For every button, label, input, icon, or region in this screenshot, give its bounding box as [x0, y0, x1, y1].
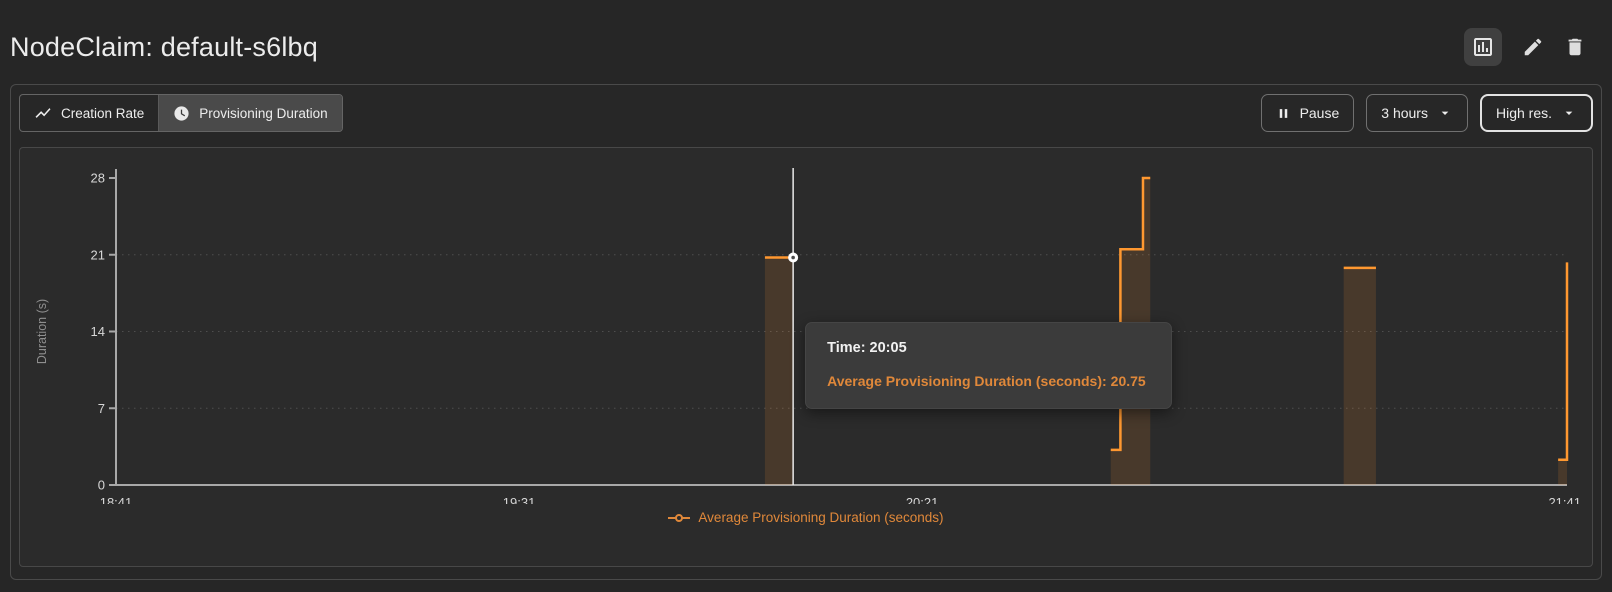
time-range-dropdown[interactable]: 3 hours — [1366, 94, 1468, 132]
tooltip-series-row: Average Provisioning Duration (seconds):… — [827, 373, 1150, 389]
pause-button[interactable]: Pause — [1260, 94, 1355, 132]
series-area — [1558, 262, 1567, 485]
chart-card: Creation Rate Provisioning Duration Paus… — [10, 84, 1602, 580]
chart-container: 0 7 14 21 28 18:41 19:31 20:21 21:41 Duration (s)… — [19, 147, 1593, 567]
y-tick-label: 7 — [98, 401, 105, 416]
chevron-down-icon — [1561, 105, 1577, 121]
tooltip-time-value: 20:05 — [869, 340, 907, 356]
y-tick-label: 21 — [91, 247, 105, 262]
clock-icon — [173, 105, 190, 122]
x-tick-label: 18:41 — [100, 495, 133, 504]
tooltip-series-value: 20.75 — [1110, 373, 1146, 389]
series-line — [1558, 262, 1569, 462]
trending-up-icon — [34, 104, 52, 122]
delete-button[interactable] — [1564, 36, 1586, 58]
chart-view-button[interactable] — [1464, 28, 1502, 66]
line-marker-icon — [668, 513, 691, 523]
resolution-dropdown[interactable]: High res. — [1479, 94, 1593, 132]
y-axis-label: Duration (s) — [35, 299, 49, 364]
tab-label: Creation Rate — [61, 105, 145, 121]
toolbar-controls: Pause 3 hours High res. — [1260, 94, 1593, 132]
tab-creation-rate[interactable]: Creation Rate — [20, 95, 158, 131]
tab-label: Provisioning Duration — [199, 105, 328, 121]
edit-button[interactable] — [1522, 36, 1544, 58]
series-area — [1343, 267, 1376, 485]
bar-chart-icon — [1471, 35, 1495, 59]
tooltip-time-label: Time: — [827, 340, 866, 356]
legend-label: Average Provisioning Duration (seconds) — [698, 510, 944, 525]
time-range-label: 3 hours — [1381, 105, 1428, 121]
tooltip-time-row: Time: 20:05 — [827, 340, 1150, 356]
x-tick-label: 21:41 — [1548, 495, 1581, 504]
tab-provisioning-duration[interactable]: Provisioning Duration — [158, 95, 342, 131]
hover-point-center — [791, 255, 795, 260]
page-header: NodeClaim: default-s6lbq — [0, 0, 1612, 84]
header-actions — [1464, 28, 1586, 66]
y-tick-label: 14 — [91, 324, 105, 339]
chevron-down-icon — [1437, 105, 1453, 121]
pencil-icon — [1522, 36, 1544, 58]
trash-icon — [1564, 36, 1586, 58]
x-tick-label: 20:21 — [906, 495, 939, 504]
chart-tooltip: Time: 20:05 Average Provisioning Duration… — [805, 322, 1172, 409]
y-tick-label: 28 — [91, 171, 105, 186]
chart-legend[interactable]: Average Provisioning Duration (seconds) — [20, 510, 1592, 525]
chart-toolbar: Creation Rate Provisioning Duration Paus… — [19, 93, 1593, 133]
page-title: NodeClaim: default-s6lbq — [10, 31, 318, 62]
tooltip-series-label: Average Provisioning Duration (seconds): — [827, 373, 1107, 389]
series-line — [1110, 176, 1151, 452]
series-area — [764, 257, 794, 485]
x-tick-label: 19:31 — [503, 495, 536, 504]
y-tick-label: 0 — [98, 478, 105, 493]
resolution-label: High res. — [1495, 105, 1552, 121]
pause-icon — [1276, 106, 1291, 121]
pause-label: Pause — [1299, 105, 1340, 121]
chart-tabs: Creation Rate Provisioning Duration — [19, 94, 343, 132]
